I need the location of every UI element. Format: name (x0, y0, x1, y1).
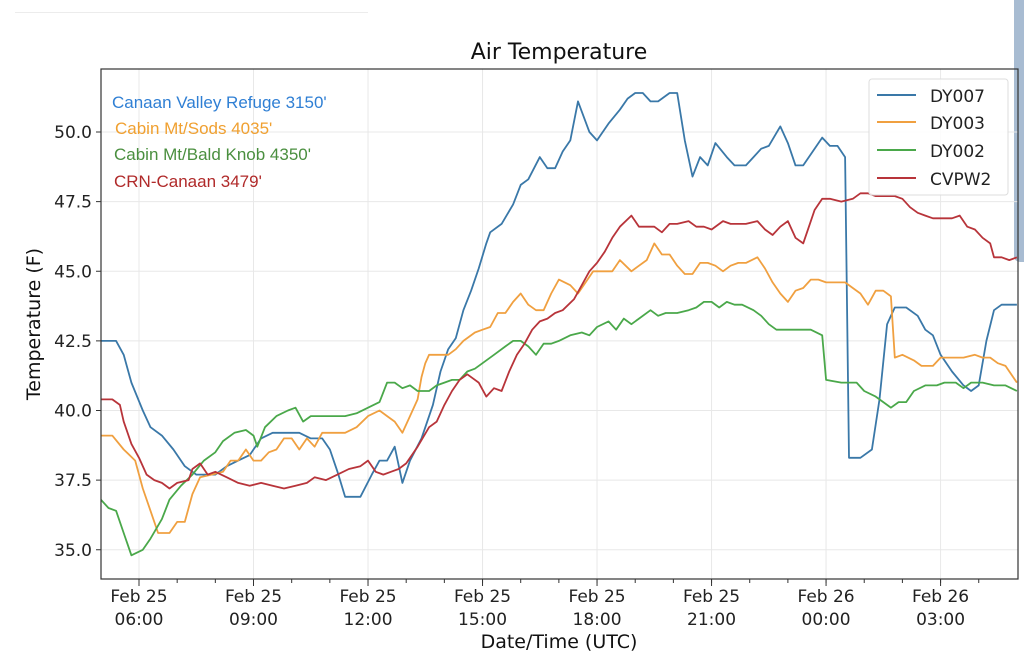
y-tick-label: 50.0 (54, 123, 92, 143)
x-tick-label-date: Feb 25 (568, 587, 625, 607)
y-tick-label: 42.5 (54, 332, 92, 352)
plot-frame (100, 68, 1019, 580)
x-axis: Feb 25 06:00 Feb 25 09:00 Feb 25 12:00 Feb 25 1… (110, 579, 980, 630)
x-tick-label-time: 03:00 (916, 610, 965, 630)
legend-label-dy002: DY002 (930, 142, 985, 162)
x-tick-label-time: 06:00 (115, 610, 164, 630)
y-tick-label: 40.0 (54, 402, 92, 422)
x-tick-label-time: 18:00 (573, 610, 622, 630)
annotation-crn-canaan: CRN-Canaan 3479' (114, 172, 262, 191)
x-tick-label-time: 15:00 (458, 610, 507, 630)
x-tick-label-date: Feb 25 (339, 587, 396, 607)
legend-label-cvpw2: CVPW2 (930, 170, 991, 190)
series-layer (101, 92, 1018, 557)
annotation-cabin-mt-sods: Cabin Mt/Sods 4035' (115, 119, 272, 138)
page-divider (15, 12, 368, 13)
y-tick-label: 47.5 (54, 193, 92, 213)
y-tick-label: 45.0 (54, 262, 92, 282)
legend-label-dy003: DY003 (930, 114, 985, 134)
legend-label-dy007: DY007 (930, 87, 985, 107)
legend-box (868, 78, 1009, 196)
series-line-dy007 (101, 92, 1017, 498)
series-line-dy002 (101, 301, 1018, 557)
station-annotations: Canaan Valley Refuge 3150' Cabin Mt/Sods… (112, 93, 327, 191)
y-axis-label: Temperature (F) (23, 248, 45, 401)
y-tick-label: 37.5 (54, 471, 92, 491)
x-axis-label: Date/Time (UTC) (481, 631, 638, 653)
x-tick-label-date: Feb 26 (797, 587, 854, 607)
y-axis: 35.0 37.5 40.0 42.5 45.0 47.5 50.0 (54, 123, 101, 561)
x-tick-label-date: Feb 25 (454, 587, 511, 607)
x-tick-label-date: Feb 25 (225, 587, 282, 607)
x-tick-label-time: 21:00 (687, 610, 736, 630)
x-tick-label-time: 09:00 (229, 610, 278, 630)
x-tick-label-time: 12:00 (344, 610, 393, 630)
scrollbar[interactable] (1014, 0, 1024, 262)
x-tick-label-date: Feb 25 (683, 587, 740, 607)
series-line-dy003 (101, 242, 1018, 534)
series-line-cvpw2 (101, 192, 1018, 490)
chart-title: Air Temperature (471, 40, 648, 65)
x-tick-label-date: Feb 25 (110, 587, 167, 607)
y-tick-label: 35.0 (54, 541, 92, 561)
legend: DY007 DY003 DY002 CVPW2 (868, 78, 1009, 196)
annotation-cabin-mt-bald-knob: Cabin Mt/Bald Knob 4350' (114, 145, 311, 164)
annotation-canaan-valley-refuge: Canaan Valley Refuge 3150' (112, 93, 327, 112)
x-tick-label-time: 00:00 (802, 610, 851, 630)
x-tick-label-date: Feb 26 (912, 587, 969, 607)
